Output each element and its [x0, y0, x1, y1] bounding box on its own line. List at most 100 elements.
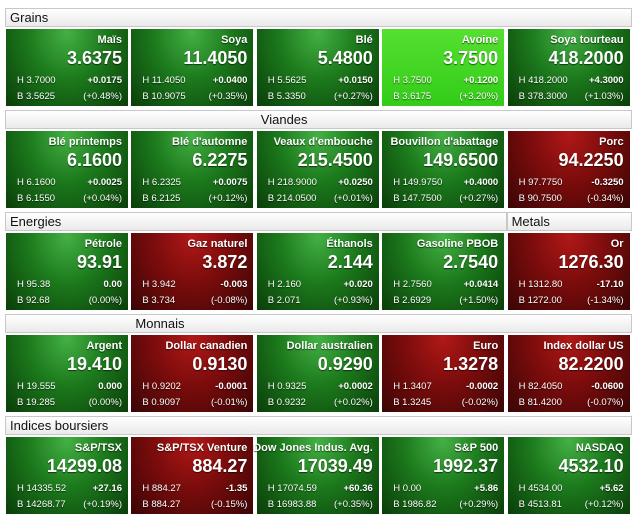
- quote-high: H 5.5625: [267, 75, 307, 86]
- quote-percent: (+3.20%): [459, 91, 499, 102]
- quote-name: Or: [610, 238, 624, 250]
- quote-change: +0.0414: [463, 279, 499, 290]
- quote-tile: Or 1276.30 H 1312.80 -17.10 B 1272.00 (-1.34%…: [506, 232, 631, 311]
- quote-value: 215.4500: [297, 150, 373, 170]
- quote-high: H 11.4050: [142, 75, 186, 86]
- quote-value: 3.872: [202, 252, 248, 272]
- section-header: Viandes: [5, 110, 632, 129]
- quote-tile: Blé 5.4800 H 5.5625 +0.0150 B 5.3350 (+0.27%): [255, 28, 380, 107]
- quote-tile: S&P/TSX Venture 884.27 H 884.27 -1.35 B 884.…: [130, 436, 255, 515]
- quote-high: H 82.4050: [518, 381, 563, 392]
- quote-tile: Dollar australien 0.9290 H 0.9325 +0.0002 B …: [255, 334, 380, 413]
- quote-value: 0.9290: [317, 354, 373, 374]
- quote-low: B 3.5625: [17, 91, 56, 102]
- quote-tile: S&P/TSX 14299.08 H 14335.52 +27.16 B 14268.7…: [5, 436, 129, 515]
- quote-low: B 147.7500: [393, 193, 442, 204]
- quote-low: B 14268.77: [17, 499, 66, 510]
- quote-value: 6.1600: [66, 150, 122, 170]
- quote-percent: (+0.93%): [333, 295, 373, 306]
- quote-value: 14299.08: [46, 456, 122, 476]
- quote-name: Index dollar US: [543, 340, 624, 352]
- quote-tile: S&P 500 1992.37 H 0.00 +5.86 B 1986.82 (+0.29…: [381, 436, 506, 515]
- quote-tile: NASDAQ 4532.10 H 4534.00 +5.62 B 4513.81 (+0.…: [506, 436, 631, 515]
- quote-percent: (+0.12%): [584, 499, 624, 510]
- quote-value: 5.4800: [317, 48, 373, 68]
- quote-low: B 0.9097: [142, 397, 181, 408]
- quote-tile: Avoine 3.7500 H 3.7500 +0.1200 B 3.6175 (+3.2…: [381, 28, 506, 107]
- quote-change: -17.10: [596, 279, 624, 290]
- quote-name: S&P 500: [454, 442, 499, 454]
- quote-name: Avoine: [461, 34, 499, 46]
- quote-change: -0.0600: [591, 381, 624, 392]
- quote-change: +27.16: [92, 483, 122, 494]
- quote-tile: Dollar canadien 0.9130 H 0.9202 -0.0001 B 0.…: [130, 334, 255, 413]
- quote-tile: Blé printemps 6.1600 H 6.1600 +0.0025 B 6.15…: [5, 130, 129, 209]
- quote-low: B 5.3350: [267, 91, 306, 102]
- quote-name: Soya: [221, 34, 248, 46]
- quote-percent: (0.00%): [88, 397, 122, 408]
- quote-value: 6.2275: [192, 150, 248, 170]
- quote-low: B 2.6929: [393, 295, 432, 306]
- quote-change: +0.1200: [463, 75, 499, 86]
- quote-low: B 0.9232: [267, 397, 306, 408]
- section-header: Metals: [506, 212, 632, 231]
- quote-tile: Maïs 3.6375 H 3.7000 +0.0175 B 3.5625 (+0.48%…: [5, 28, 129, 107]
- quote-percent: (-0.07%): [587, 397, 624, 408]
- quote-high: H 6.2325: [142, 177, 181, 188]
- quote-change: +60.36: [343, 483, 373, 494]
- quote-name: Soya tourteau: [550, 34, 624, 46]
- quote-low: B 4513.81: [518, 499, 562, 510]
- quote-name: Blé d'automne: [172, 136, 248, 148]
- quote-tile: Dow Jones Indus. Avg. 17039.49 H 17074.59 +…: [253, 436, 380, 515]
- quote-tile: Gasoline PBOB 2.7540 H 2.7560 +0.0414 B 2.69…: [381, 232, 506, 311]
- quote-change: 0.00: [103, 279, 123, 290]
- quote-high: H 14335.52: [17, 483, 67, 494]
- quote-high: H 0.00: [393, 483, 422, 494]
- quote-tile: Éthanols 2.144 H 2.160 +0.020 B 2.071 (+0.93%…: [255, 232, 380, 311]
- quote-percent: (+1.03%): [584, 91, 624, 102]
- quote-low: B 2.071: [267, 295, 301, 306]
- quote-value: 93.91: [76, 252, 122, 272]
- quote-change: -0.003: [220, 279, 248, 290]
- quote-change: +0.0400: [212, 75, 248, 86]
- quote-high: H 218.9000: [267, 177, 317, 188]
- quote-percent: (+0.29%): [459, 499, 499, 510]
- quote-value: 1992.37: [433, 456, 499, 476]
- quote-low: B 3.734: [142, 295, 176, 306]
- quote-percent: (-0.08%): [210, 295, 248, 306]
- quote-change: +0.0075: [212, 177, 248, 188]
- quote-change: -0.0002: [465, 381, 499, 392]
- quote-name: Dow Jones Indus. Avg.: [253, 442, 373, 454]
- quote-name: Éthanols: [326, 238, 373, 250]
- quote-high: H 884.27: [142, 483, 181, 494]
- quote-name: Dollar canadien: [165, 340, 248, 352]
- quote-tile: Porc 94.2250 H 97.7750 -0.3250 B 90.7500 (-0.…: [506, 130, 631, 209]
- quote-percent: (+0.27%): [459, 193, 499, 204]
- quote-low: B 16983.88: [267, 499, 317, 510]
- quote-tile: Index dollar US 82.2200 H 82.4050 -0.0600 B …: [506, 334, 631, 413]
- quote-change: +0.0150: [338, 75, 373, 86]
- quote-name: Maïs: [97, 34, 122, 46]
- quote-name: Porc: [599, 136, 624, 148]
- section-header: Monnais: [5, 314, 632, 333]
- quote-value: 82.2200: [558, 354, 624, 374]
- quote-high: H 0.9325: [267, 381, 307, 392]
- quote-percent: (-0.34%): [587, 193, 624, 204]
- quote-tile: Gaz naturel 3.872 H 3.942 -0.003 B 3.734 (-0.…: [130, 232, 255, 311]
- quote-name: Blé printemps: [48, 136, 122, 148]
- quote-value: 4532.10: [558, 456, 624, 476]
- quote-name: S&P/TSX Venture: [156, 442, 248, 454]
- quote-high: H 0.9202: [142, 381, 181, 392]
- quote-name: Argent: [86, 340, 122, 352]
- quote-high: H 17074.59: [267, 483, 317, 494]
- quote-name: NASDAQ: [575, 442, 624, 454]
- quote-change: -0.3250: [591, 177, 624, 188]
- quote-value: 19.410: [66, 354, 122, 374]
- quote-high: H 2.160: [267, 279, 302, 290]
- quote-percent: (+0.04%): [83, 193, 122, 204]
- quote-tile: Bouvillon d'abattage 149.6500 H 149.9750 +0…: [381, 130, 506, 209]
- quote-change: +0.4000: [463, 177, 499, 188]
- quote-name: Pétrole: [84, 238, 122, 250]
